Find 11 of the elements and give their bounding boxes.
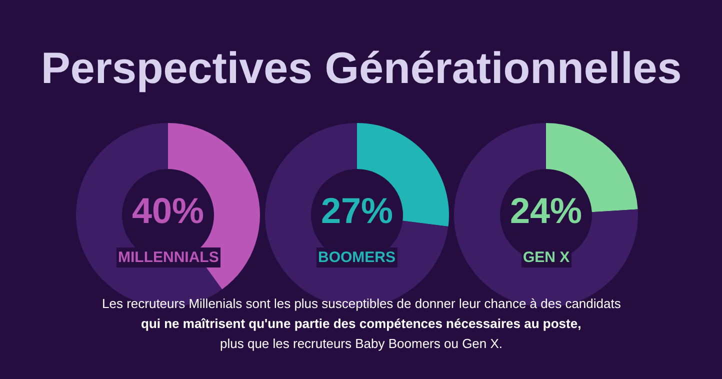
text: 40%	[132, 190, 204, 231]
donut-slice	[454, 123, 638, 307]
text: 27%	[321, 190, 394, 231]
text: 24%	[510, 190, 582, 231]
text: qui ne maîtrisent qu'une partie des compétences nécessaires au poste,	[141, 316, 582, 331]
text: plus que les recruteurs Baby Boomers ou Gen X.	[220, 336, 503, 351]
text: GEN X	[523, 249, 570, 266]
text: Perspectives Générationnelles	[41, 44, 682, 93]
text: Les recruteurs Millenials sont les plus susceptibles de donner leur chance à des candidats	[102, 296, 622, 311]
text: BOOMERS	[318, 249, 396, 266]
text: MILLENNIALS	[118, 249, 219, 266]
